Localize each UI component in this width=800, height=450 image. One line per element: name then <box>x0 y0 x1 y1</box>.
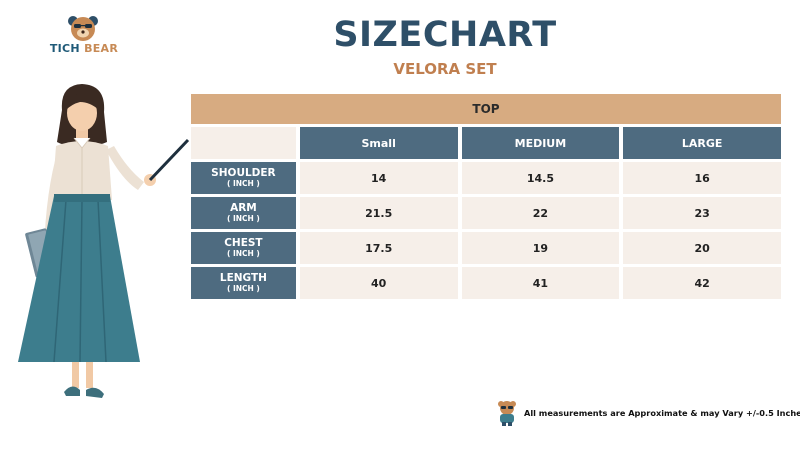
value-cell: 41 <box>461 267 620 299</box>
size-chart-table: TOP Small MEDIUM LARGE SHOULDER ( INCH )… <box>191 94 782 299</box>
table-row: LENGTH ( INCH ) 40 41 42 <box>191 267 782 299</box>
row-unit: ( INCH ) <box>226 249 260 258</box>
row-label-text: ARM <box>230 202 257 214</box>
teddy-bear-logo-icon <box>68 16 98 41</box>
value-cell: 19 <box>461 232 620 264</box>
page-title: SIZECHART <box>333 15 557 55</box>
value-cell: 42 <box>623 267 782 299</box>
row-unit: ( INCH ) <box>226 179 260 188</box>
column-header-small: Small <box>299 127 458 159</box>
brand-word-2: BEAR <box>84 42 119 55</box>
value-cell: 16 <box>623 162 782 194</box>
brand-logo: TICH BEAR <box>40 14 126 64</box>
value-cell: 14 <box>299 162 458 194</box>
section-header: TOP <box>191 94 781 124</box>
row-label-arm: ARM ( INCH ) <box>191 197 296 229</box>
row-label-length: LENGTH ( INCH ) <box>191 267 296 299</box>
value-cell: 23 <box>623 197 782 229</box>
column-header-medium: MEDIUM <box>461 127 620 159</box>
table-row: SHOULDER ( INCH ) 14 14.5 16 <box>191 162 782 194</box>
value-cell: 40 <box>299 267 458 299</box>
brand-word-1: TICH <box>49 42 80 55</box>
page-subtitle: VELORA SET <box>393 60 497 78</box>
column-header-large: LARGE <box>623 127 782 159</box>
value-cell: 17.5 <box>299 232 458 264</box>
bear-mascot-icon <box>498 401 516 426</box>
row-label-chest: CHEST ( INCH ) <box>191 232 296 264</box>
column-header-row: Small MEDIUM LARGE <box>191 127 782 159</box>
table-row: ARM ( INCH ) 21.5 22 23 <box>191 197 782 229</box>
table-row: CHEST ( INCH ) 17.5 19 20 <box>191 232 782 264</box>
value-cell: 21.5 <box>299 197 458 229</box>
row-unit: ( INCH ) <box>226 214 260 223</box>
row-label-text: SHOULDER <box>211 167 276 179</box>
value-cell: 22 <box>461 197 620 229</box>
value-cell: 14.5 <box>461 162 620 194</box>
footnote-text: All measurements are Approximate & may V… <box>524 408 800 418</box>
corner-cell <box>191 127 296 159</box>
teacher-illustration-icon <box>18 84 190 398</box>
row-label-shoulder: SHOULDER ( INCH ) <box>191 162 296 194</box>
row-label-text: CHEST <box>224 237 263 249</box>
brand-wordmark: TICH BEAR <box>42 42 126 55</box>
row-unit: ( INCH ) <box>226 284 260 293</box>
footnote: All measurements are Approximate & may V… <box>496 400 800 426</box>
row-label-text: LENGTH <box>219 272 267 284</box>
value-cell: 20 <box>623 232 782 264</box>
